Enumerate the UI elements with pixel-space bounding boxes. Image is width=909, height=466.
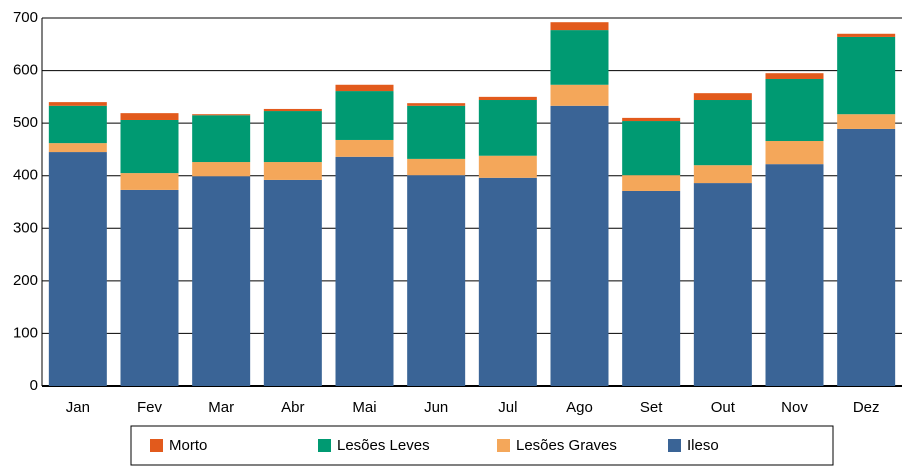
bar-segment xyxy=(263,108,322,112)
x-tick-label: Fev xyxy=(137,399,163,416)
y-tick-label: 0 xyxy=(30,377,38,394)
bar-segment xyxy=(765,164,824,386)
bar-segment xyxy=(622,190,681,386)
legend-swatch xyxy=(150,439,163,452)
x-tick-label: Abr xyxy=(281,399,304,416)
legend-swatch xyxy=(497,439,510,452)
y-tick-label: 300 xyxy=(13,219,38,236)
bar-segment xyxy=(550,22,609,31)
bar-segment xyxy=(48,102,107,106)
bar-segment xyxy=(693,165,752,184)
bar-segment xyxy=(407,175,466,386)
bar-segment xyxy=(550,84,609,106)
x-tick-label: Out xyxy=(711,399,736,416)
bar-segment xyxy=(693,100,752,166)
bar-segment xyxy=(837,36,896,115)
y-tick-label: 200 xyxy=(13,272,38,289)
bar-segment xyxy=(263,111,322,163)
x-tick-label: Mai xyxy=(352,399,376,416)
bar-segment xyxy=(407,105,466,159)
legend-label: Ileso xyxy=(687,437,719,454)
bar-segment xyxy=(622,175,681,191)
bar-segment xyxy=(192,162,251,177)
bar-segment xyxy=(48,152,107,386)
bar-segment xyxy=(478,96,537,101)
x-tick-label: Dez xyxy=(853,399,880,416)
legend-swatch xyxy=(318,439,331,452)
legend-swatch xyxy=(668,439,681,452)
bar-segment xyxy=(48,143,107,153)
bar-segment xyxy=(192,176,251,386)
legend-box xyxy=(130,425,834,466)
bar-segment xyxy=(192,115,251,163)
bar-segment xyxy=(120,173,179,190)
bar-segment xyxy=(550,105,609,387)
y-tick-label: 400 xyxy=(13,167,38,184)
x-tick-label: Jun xyxy=(424,399,448,416)
bar-segment xyxy=(263,179,322,386)
bar-segment xyxy=(335,84,394,92)
legend-label: Morto xyxy=(169,437,207,454)
legend-label: Lesões Graves xyxy=(516,437,617,454)
bar-segment xyxy=(622,117,681,122)
x-tick-label: Set xyxy=(640,399,663,416)
bar-segment xyxy=(550,30,609,85)
bar-segment xyxy=(335,139,394,157)
bar-segment xyxy=(622,121,681,176)
bar-segment xyxy=(335,156,394,386)
bar-segment xyxy=(120,113,179,120)
bar-segment xyxy=(478,155,537,178)
bar-segment xyxy=(48,105,107,144)
x-tick-label: Nov xyxy=(781,399,808,416)
bar-segment xyxy=(407,158,466,176)
bar-segment xyxy=(478,100,537,156)
x-tick-label: Ago xyxy=(566,399,593,416)
bar-segment xyxy=(765,78,824,142)
legend-label: Lesões Leves xyxy=(337,437,430,454)
y-tick-label: 700 xyxy=(13,9,38,26)
bar-segment xyxy=(837,128,896,386)
x-tick-label: Mar xyxy=(208,399,234,416)
bar-segment xyxy=(693,93,752,101)
bar-segment xyxy=(765,73,824,79)
bar-segment xyxy=(407,103,466,106)
y-tick-label: 600 xyxy=(13,62,38,79)
y-tick-label: 500 xyxy=(13,114,38,131)
x-tick-label: Jul xyxy=(498,399,517,416)
bar-segment xyxy=(693,183,752,386)
x-tick-label: Jan xyxy=(66,399,90,416)
bar-segment xyxy=(335,91,394,140)
bar-segment xyxy=(192,114,251,116)
bar-segment xyxy=(120,119,179,174)
bar-segment xyxy=(478,177,537,386)
bar-segment xyxy=(765,141,824,165)
bar-segment xyxy=(837,33,896,37)
y-tick-label: 100 xyxy=(13,324,38,341)
bar-segment xyxy=(263,162,322,180)
bar-segment xyxy=(837,114,896,129)
bar-segment xyxy=(120,189,179,386)
